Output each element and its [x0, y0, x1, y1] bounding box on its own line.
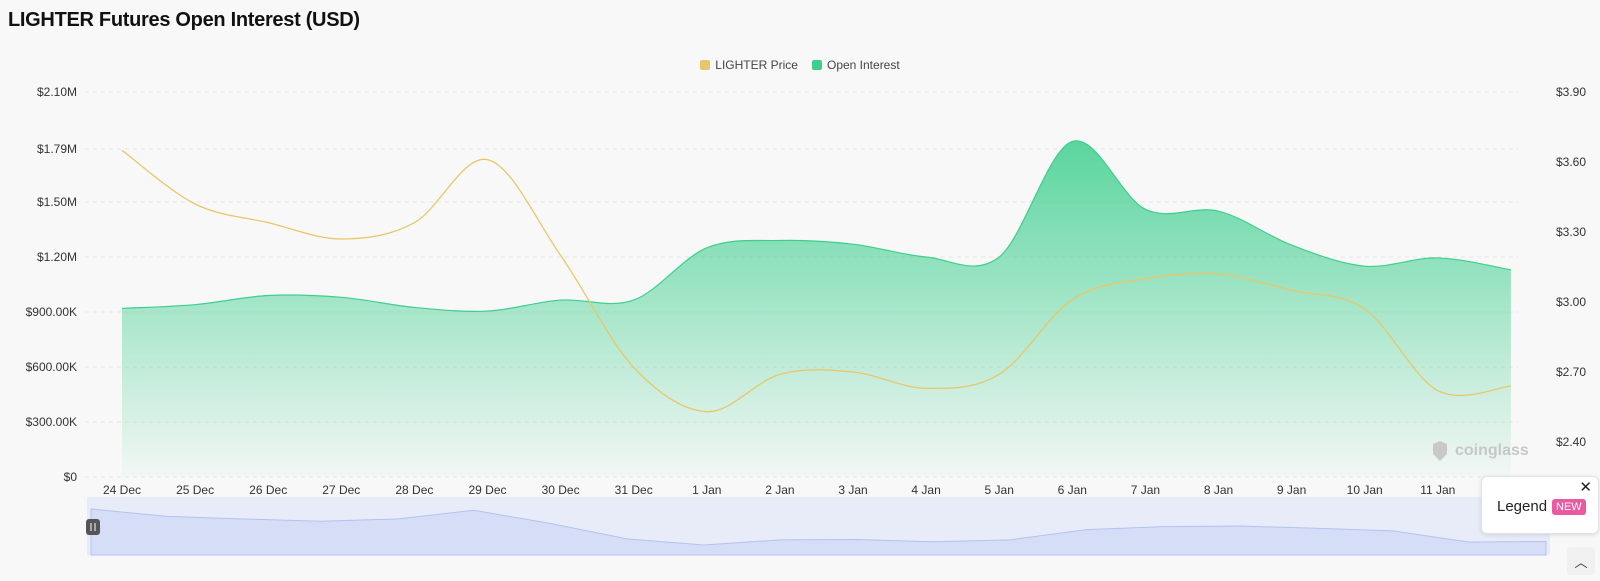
chart-legend: LIGHTER Price Open Interest	[0, 58, 1600, 72]
open-interest-area	[122, 140, 1511, 477]
navigator[interactable]	[86, 497, 1550, 556]
y-left-tick-label: $2.10M	[37, 85, 77, 99]
legend-swatch-price	[700, 60, 711, 70]
price-line	[121, 149, 1511, 413]
x-tick-label: 7 Jan	[1131, 483, 1160, 497]
legend-swatch-open-interest	[811, 60, 822, 70]
y-left-tick-label: $600.00K	[26, 360, 77, 374]
open-interest-line	[121, 140, 1511, 312]
legend-item-price[interactable]: LIGHTER Price	[700, 58, 798, 72]
watermark-logo: coinglass	[1430, 440, 1529, 462]
new-badge: NEW	[1552, 499, 1586, 515]
x-tick-label: 8 Jan	[1204, 483, 1233, 497]
y-left-tick-label: $1.50M	[37, 195, 77, 209]
x-tick-label: 28 Dec	[395, 483, 433, 497]
coinglass-logo-icon	[1433, 441, 1447, 461]
y-right-tick-label: $3.90	[1556, 85, 1586, 99]
legend-popup-label: Legend	[1497, 498, 1548, 515]
y-right-tick-label: $2.40	[1556, 435, 1586, 449]
x-tick-label: 26 Dec	[249, 483, 287, 497]
y-left-tick-label: $1.79M	[37, 142, 77, 156]
x-tick-label: 27 Dec	[322, 483, 360, 497]
x-tick-label: 10 Jan	[1347, 483, 1383, 497]
x-tick-label: 6 Jan	[1058, 483, 1087, 497]
watermark-text: coinglass	[1455, 442, 1529, 459]
legend-item-open-interest[interactable]: Open Interest	[811, 58, 900, 72]
x-tick-label: 1 Jan	[692, 483, 721, 497]
y-right-tick-label: $2.70	[1556, 365, 1586, 379]
legend-label-price: LIGHTER Price	[715, 58, 798, 72]
navigator-series	[90, 508, 1547, 556]
y-right-tick-label: $3.00	[1556, 295, 1586, 309]
legend-popup[interactable]: ✕ Legend NEW	[1481, 476, 1599, 534]
y-left-tick-label: $300.00K	[26, 415, 77, 429]
axis-layer: $0 $300.00K $600.00K $900.00K $1.20M $1.50M $1…	[26, 85, 1587, 497]
x-tick-label: 4 Jan	[911, 483, 940, 497]
x-tick-label: 9 Jan	[1277, 483, 1306, 497]
legend-label-open-interest: Open Interest	[826, 58, 900, 72]
x-tick-label: 24 Dec	[103, 483, 141, 497]
close-icon[interactable]: ✕	[1579, 479, 1592, 496]
x-tick-label: 3 Jan	[838, 483, 867, 497]
chart-title: LIGHTER Futures Open Interest (USD)	[8, 9, 360, 31]
y-right-tick-label: $3.60	[1556, 155, 1586, 169]
x-tick-label: 30 Dec	[542, 483, 580, 497]
scroll-top-button[interactable]: ︿	[1567, 547, 1595, 575]
x-tick-label: 31 Dec	[615, 483, 653, 497]
x-tick-label: 25 Dec	[176, 483, 214, 497]
y-right-tick-label: $3.30	[1556, 225, 1586, 239]
x-tick-label: 11 Jan	[1420, 483, 1455, 497]
y-left-tick-label: $900.00K	[26, 305, 77, 319]
y-left-tick-label: $1.20M	[37, 250, 77, 264]
chevron-up-icon: ︿	[1574, 554, 1588, 570]
x-tick-label: 5 Jan	[985, 483, 1014, 497]
navigator-handle-left[interactable]	[86, 519, 100, 535]
series-layer	[121, 140, 1511, 477]
y-left-tick-label: $0	[64, 470, 78, 484]
x-tick-label: 2 Jan	[765, 483, 794, 497]
x-tick-label: 29 Dec	[468, 483, 506, 497]
